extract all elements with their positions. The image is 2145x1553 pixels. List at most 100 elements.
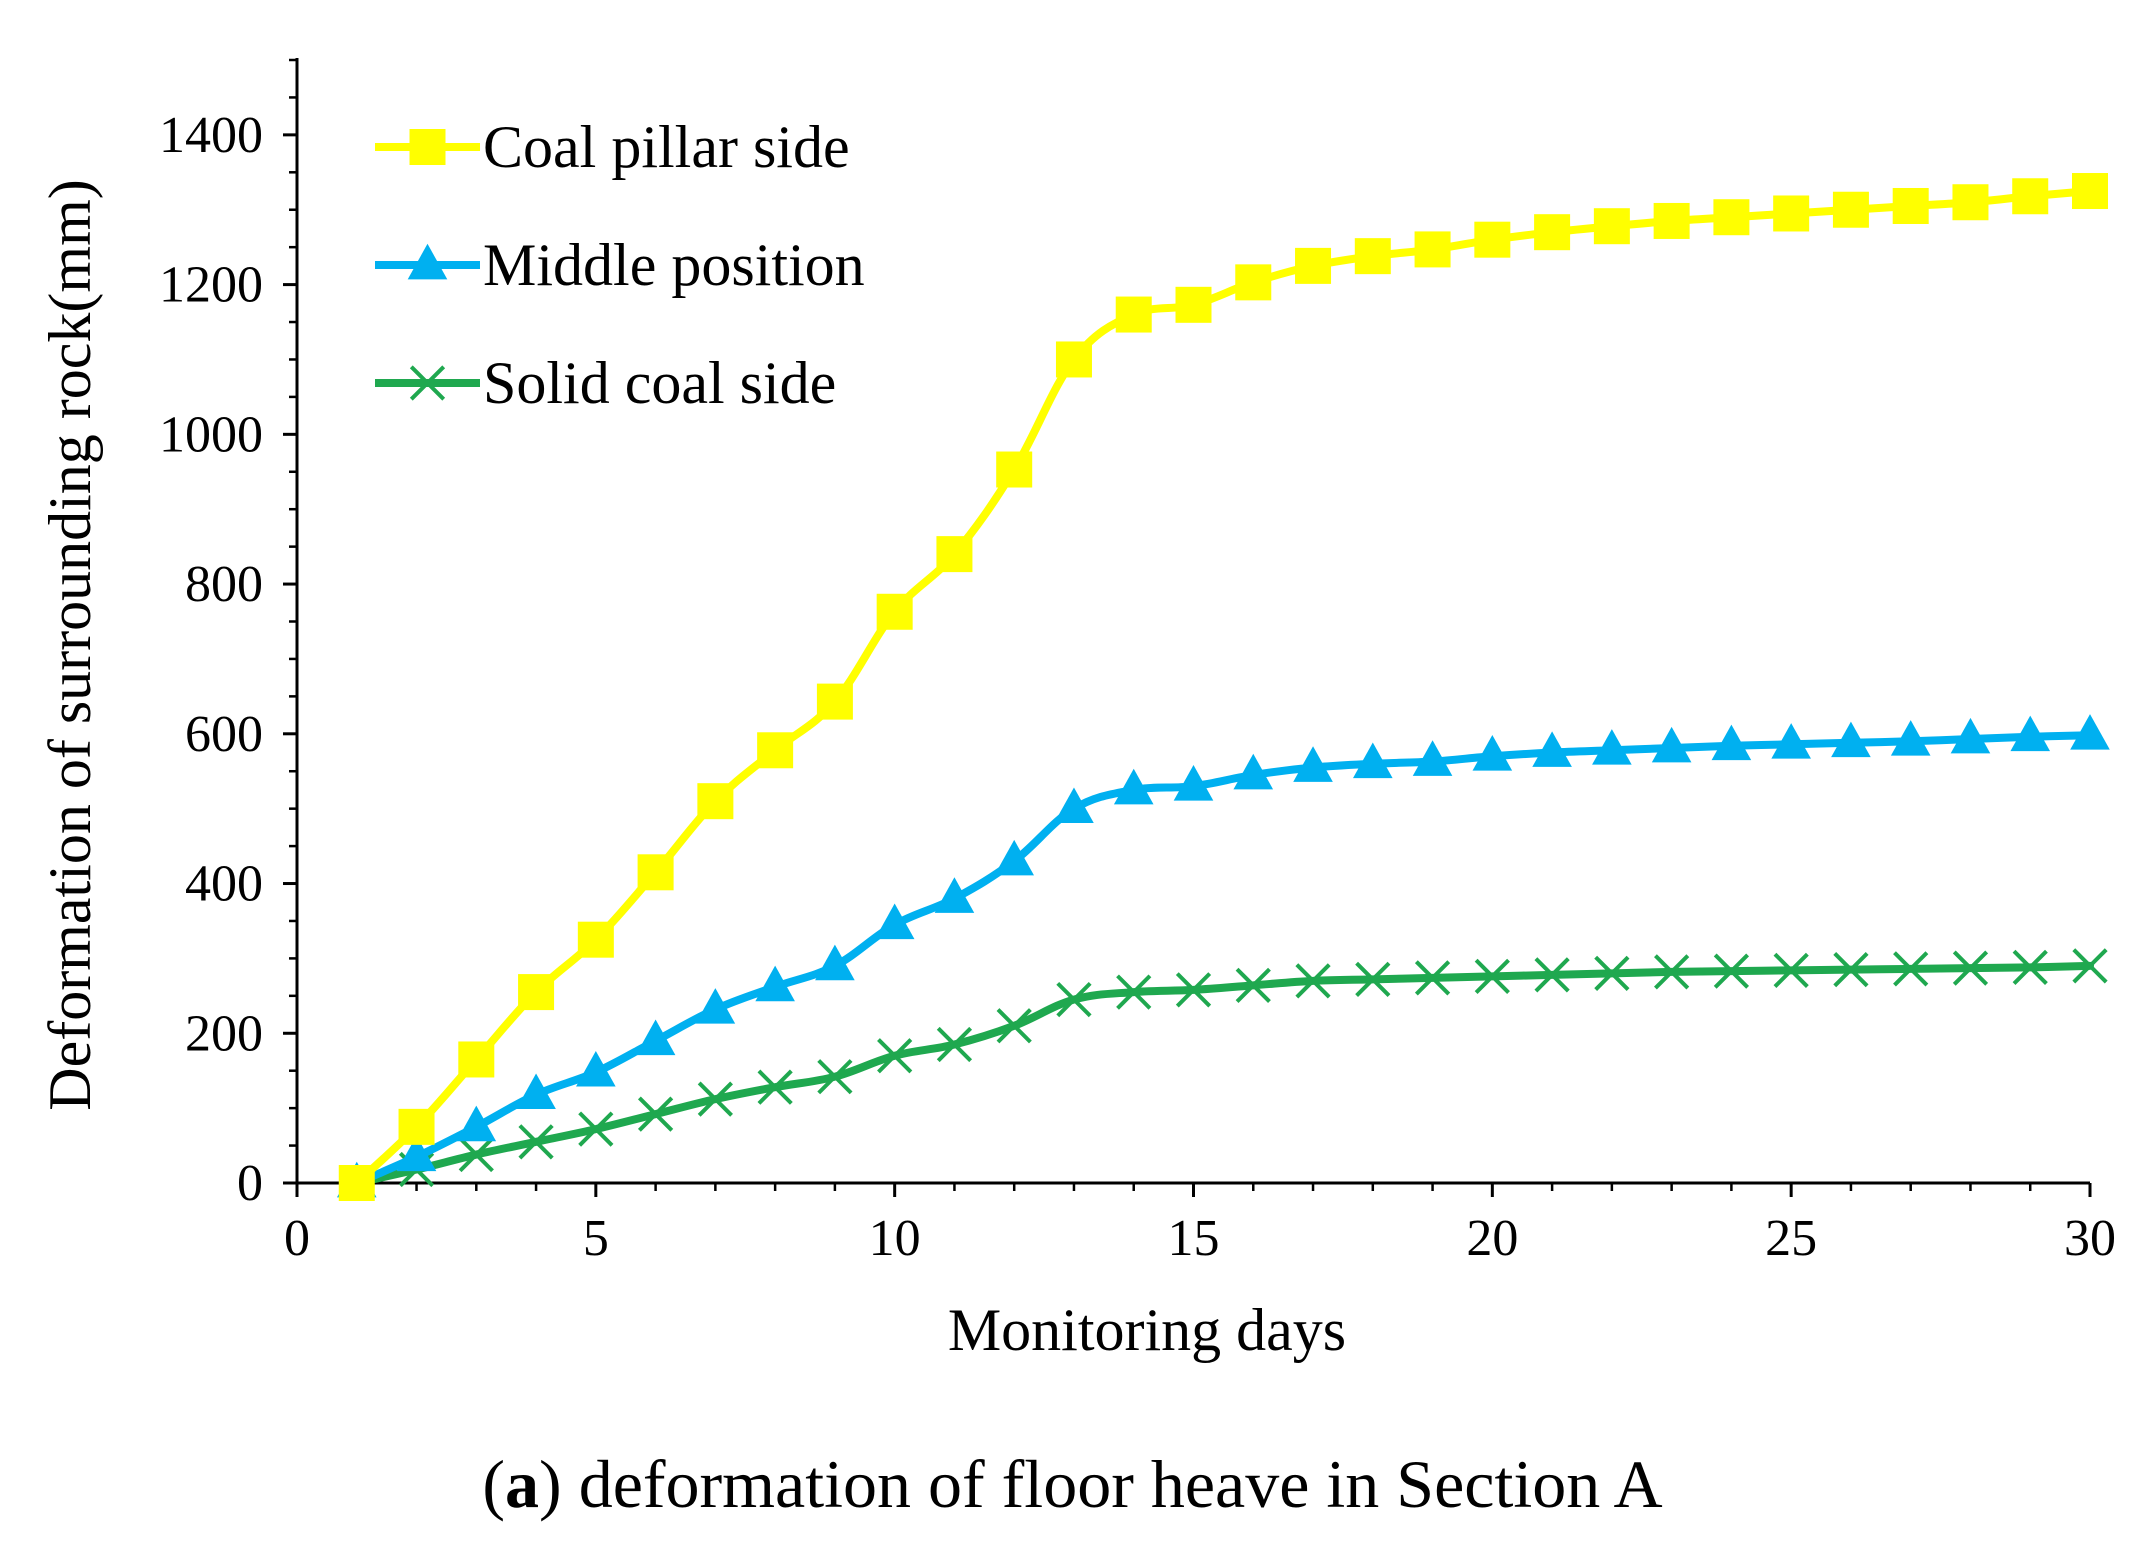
data-point-solid-coal-side bbox=[1175, 972, 1212, 1008]
data-point-solid-coal-side bbox=[518, 1124, 554, 1160]
y-tick-label: 1000 bbox=[159, 406, 263, 463]
data-point-coal-pillar-side bbox=[1653, 202, 1690, 239]
x-tick-label: 15 bbox=[1168, 1210, 1220, 1267]
data-point-middle-position bbox=[635, 1019, 676, 1056]
data-point-middle-position bbox=[576, 1050, 616, 1087]
legend-label: Solid coal side bbox=[483, 350, 836, 416]
data-point-solid-coal-side bbox=[1295, 963, 1331, 999]
series-line-coal-pillar-side bbox=[352, 187, 2094, 1187]
legend-label: Coal pillar side bbox=[483, 114, 850, 180]
data-point-solid-coal-side bbox=[1833, 952, 1869, 988]
data-point-coal-pillar-side bbox=[1115, 296, 1152, 333]
data-point-solid-coal-side bbox=[1056, 981, 1092, 1018]
data-point-coal-pillar-side bbox=[1892, 187, 1929, 224]
data-point-solid-coal-side bbox=[1116, 974, 1152, 1010]
data-point-middle-position bbox=[695, 988, 736, 1024]
y-axis-title: Deformation of surrounding rock(mm) bbox=[37, 179, 103, 1110]
data-point-middle-position bbox=[2010, 715, 2051, 752]
data-point-middle-position bbox=[516, 1073, 556, 1110]
data-point-solid-coal-side bbox=[637, 1096, 674, 1132]
legend-item-coal-pillar-side: Coal pillar side bbox=[375, 114, 850, 180]
series-line-solid-coal-side bbox=[352, 961, 2094, 1187]
data-point-middle-position bbox=[1293, 746, 1333, 782]
caption-label: a bbox=[505, 1446, 540, 1522]
data-point-middle-position bbox=[1472, 735, 1513, 771]
legend-marker bbox=[407, 243, 448, 280]
data-point-coal-pillar-side bbox=[2012, 178, 2049, 215]
data-point-coal-pillar-side bbox=[936, 536, 973, 573]
caption-text: ) deformation of floor heave in Section … bbox=[539, 1446, 1663, 1522]
data-point-middle-position bbox=[1054, 787, 1094, 824]
data-point-middle-position bbox=[1113, 768, 1154, 805]
data-point-coal-pillar-side bbox=[697, 783, 734, 820]
x-tick-label: 5 bbox=[583, 1210, 609, 1267]
data-point-solid-coal-side bbox=[2012, 949, 2048, 985]
data-point-middle-position bbox=[1651, 726, 1692, 763]
data-point-middle-position bbox=[1592, 729, 1632, 765]
data-point-solid-coal-side bbox=[1414, 960, 1451, 996]
axes: 0 200 400 600 800 1000 1200 1400 0 5 10 15 20 25 30 bbox=[159, 58, 2116, 1267]
data-point-coal-pillar-side bbox=[1175, 286, 1212, 323]
data-point-coal-pillar-side bbox=[1773, 195, 1810, 232]
data-point-solid-coal-side bbox=[458, 1136, 494, 1173]
data-point-middle-position bbox=[755, 965, 795, 1002]
data-point-solid-coal-side bbox=[1594, 955, 1630, 991]
data-point-middle-position bbox=[456, 1105, 497, 1142]
series-coal-pillar-side bbox=[338, 173, 2108, 1201]
data-point-solid-coal-side bbox=[1235, 967, 1271, 1003]
data-point-coal-pillar-side bbox=[1414, 231, 1451, 268]
data-point-solid-coal-side bbox=[1952, 950, 1989, 986]
data-point-middle-position bbox=[1890, 720, 1931, 756]
data-point-coal-pillar-side bbox=[816, 683, 853, 720]
x-tick-label: 30 bbox=[2064, 1210, 2116, 1267]
data-point-solid-coal-side bbox=[1474, 958, 1510, 994]
data-point-coal-pillar-side bbox=[1354, 238, 1391, 275]
x-axis-title: Monitoring days bbox=[948, 1297, 1346, 1363]
data-point-middle-position bbox=[2070, 714, 2110, 750]
y-tick-label: 200 bbox=[185, 1005, 263, 1062]
data-point-coal-pillar-side bbox=[1832, 191, 1869, 228]
data-point-middle-position bbox=[815, 944, 855, 981]
x-tick-label: 25 bbox=[1765, 1210, 1817, 1267]
series-solid-coal-side bbox=[339, 948, 2108, 1201]
y-tick-label: 0 bbox=[237, 1155, 263, 1212]
legend-marker bbox=[409, 365, 446, 401]
figure-caption: (a) deformation of floor heave in Sectio… bbox=[482, 1446, 1663, 1522]
data-point-solid-coal-side bbox=[2072, 948, 2108, 984]
series-layer bbox=[336, 173, 2110, 1201]
data-point-coal-pillar-side bbox=[1534, 214, 1571, 251]
data-point-coal-pillar-side bbox=[996, 451, 1033, 488]
data-point-solid-coal-side bbox=[578, 1111, 614, 1147]
y-tick-label: 600 bbox=[185, 706, 263, 763]
data-point-middle-position bbox=[1771, 723, 1811, 759]
legend: Coal pillar side Middle position Solid coa… bbox=[375, 114, 865, 416]
series-middle-position bbox=[336, 714, 2110, 1198]
data-point-middle-position bbox=[1831, 721, 1871, 758]
data-point-solid-coal-side bbox=[996, 1008, 1032, 1044]
legend-item-middle-position: Middle position bbox=[375, 232, 865, 298]
x-tick-label: 0 bbox=[284, 1210, 310, 1267]
data-point-solid-coal-side bbox=[1654, 954, 1690, 990]
data-point-solid-coal-side bbox=[877, 1038, 913, 1074]
data-point-solid-coal-side bbox=[757, 1069, 793, 1105]
data-point-solid-coal-side bbox=[1893, 951, 1929, 987]
data-point-solid-coal-side bbox=[697, 1081, 733, 1117]
y-tick-label: 400 bbox=[185, 856, 263, 913]
legend-label: Middle position bbox=[483, 232, 865, 298]
x-tick-label: 20 bbox=[1466, 1210, 1518, 1267]
data-point-coal-pillar-side bbox=[577, 921, 614, 958]
data-point-coal-pillar-side bbox=[1474, 221, 1511, 258]
legend-item-solid-coal-side: Solid coal side bbox=[375, 350, 836, 416]
data-point-coal-pillar-side bbox=[1235, 264, 1272, 301]
y-tick-label: 800 bbox=[185, 556, 263, 613]
data-point-middle-position bbox=[1233, 753, 1274, 790]
data-point-coal-pillar-side bbox=[637, 854, 674, 891]
data-point-middle-position bbox=[874, 903, 915, 940]
data-point-solid-coal-side bbox=[936, 1026, 973, 1063]
data-point-middle-position bbox=[1711, 724, 1752, 761]
series-line-middle-position bbox=[352, 731, 2094, 1187]
data-point-solid-coal-side bbox=[1773, 952, 1809, 988]
data-point-coal-pillar-side bbox=[1713, 199, 1750, 236]
data-point-coal-pillar-side bbox=[398, 1108, 435, 1145]
